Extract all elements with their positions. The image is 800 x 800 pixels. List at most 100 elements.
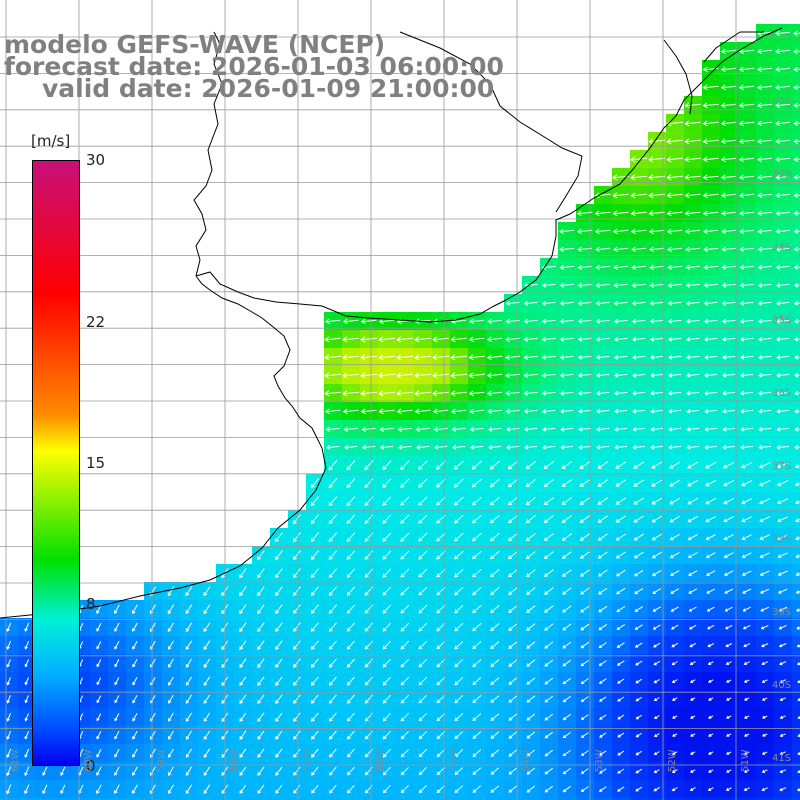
wind-arrow xyxy=(469,444,484,450)
wind-arrow xyxy=(741,480,753,487)
wind-arrow xyxy=(652,624,661,630)
wind-arrow xyxy=(469,426,484,432)
wind-arrow xyxy=(721,354,736,360)
wind-arrow xyxy=(687,533,698,541)
wind-arrow xyxy=(597,515,608,523)
wind-arrow xyxy=(60,784,66,795)
wind-arrow xyxy=(432,390,450,397)
wind-arrow xyxy=(378,372,396,379)
wind-arrow xyxy=(757,192,772,198)
wind-arrow xyxy=(559,336,574,342)
wind-arrow xyxy=(702,84,719,91)
wind-arrow xyxy=(779,751,786,755)
wind-arrow xyxy=(794,500,800,505)
wind-arrow xyxy=(559,264,574,270)
wind-arrow xyxy=(649,318,664,324)
wind-arrow xyxy=(648,246,665,253)
wind-cell xyxy=(288,798,307,800)
wind-arrow xyxy=(686,445,699,450)
wind-arrow xyxy=(758,480,771,487)
wind-arrow xyxy=(239,568,247,579)
wind-cell xyxy=(702,798,721,800)
wind-arrow xyxy=(396,408,413,415)
wind-arrow xyxy=(360,408,377,415)
wind-arrow xyxy=(24,659,29,668)
wind-arrow xyxy=(617,714,625,720)
wind-arrow xyxy=(96,713,102,722)
wind-arrow xyxy=(96,641,102,650)
wind-arrow xyxy=(705,479,717,487)
wind-arrow xyxy=(671,642,679,648)
wind-arrow xyxy=(577,354,592,360)
wind-arrow xyxy=(615,497,626,505)
wind-arrow xyxy=(378,390,396,397)
wind-cell xyxy=(756,798,775,800)
wind-arrow xyxy=(6,677,11,686)
wind-arrow xyxy=(472,568,482,578)
wind-arrow xyxy=(667,354,682,360)
wind-arrow xyxy=(414,336,432,343)
wind-arrow xyxy=(185,622,193,633)
wind-arrow xyxy=(451,444,466,450)
wind-arrow xyxy=(454,640,464,650)
wind-arrow xyxy=(724,588,734,594)
wind-arrow xyxy=(739,210,754,216)
wind-arrow xyxy=(346,550,356,560)
wind-arrow xyxy=(703,246,718,252)
wind-arrow xyxy=(167,766,174,776)
wind-arrow xyxy=(418,532,428,542)
wind-arrow xyxy=(720,66,737,73)
wind-arrow xyxy=(649,300,664,306)
wind-arrow xyxy=(203,604,211,615)
wind-arrow xyxy=(239,622,247,633)
wind-arrow xyxy=(436,767,446,776)
wind-arrow xyxy=(724,624,733,630)
wind-cell xyxy=(792,672,800,691)
wind-arrow xyxy=(486,336,503,343)
wind-arrow xyxy=(508,713,518,721)
wind-arrow xyxy=(650,427,663,432)
wind-arrow xyxy=(364,604,374,614)
wind-arrow xyxy=(168,676,174,686)
wind-arrow xyxy=(490,731,500,739)
wind-arrow xyxy=(615,515,626,523)
wind-arrow xyxy=(759,552,770,559)
wind-arrow xyxy=(742,588,752,594)
wind-arrow xyxy=(526,767,536,775)
wind-arrow xyxy=(346,514,356,525)
wind-arrow xyxy=(507,569,518,578)
wind-arrow xyxy=(793,300,800,306)
wind-cell xyxy=(324,798,343,800)
wind-arrow xyxy=(595,390,610,396)
wind-arrow xyxy=(743,661,750,665)
wind-arrow xyxy=(614,445,627,450)
wind-arrow xyxy=(690,715,696,719)
wind-arrow xyxy=(360,390,378,397)
wind-arrow xyxy=(311,748,319,758)
wind-arrow xyxy=(526,731,536,739)
wind-arrow xyxy=(707,661,714,665)
wind-arrow xyxy=(670,588,680,594)
coastline-north xyxy=(195,27,783,323)
wind-arrow xyxy=(580,750,589,756)
wind-arrow xyxy=(364,622,374,632)
wind-arrow xyxy=(794,464,800,469)
wind-arrow xyxy=(739,336,754,342)
wind-arrow xyxy=(382,766,391,776)
wind-arrow xyxy=(630,228,647,235)
wind-arrow xyxy=(743,751,750,755)
wind-cell xyxy=(72,798,91,800)
wind-cell xyxy=(108,798,127,800)
wind-arrow xyxy=(468,354,485,361)
wind-arrow xyxy=(132,695,138,704)
wind-arrow xyxy=(562,587,572,595)
wind-arrow xyxy=(649,354,664,360)
wind-arrow xyxy=(617,696,625,702)
wind-arrow xyxy=(382,514,392,524)
wind-arrow xyxy=(795,590,800,594)
wind-arrow xyxy=(239,658,247,669)
wind-arrow xyxy=(613,300,628,306)
wind-arrow xyxy=(796,608,800,612)
wind-arrow xyxy=(489,514,500,524)
wind-arrow xyxy=(776,427,789,432)
